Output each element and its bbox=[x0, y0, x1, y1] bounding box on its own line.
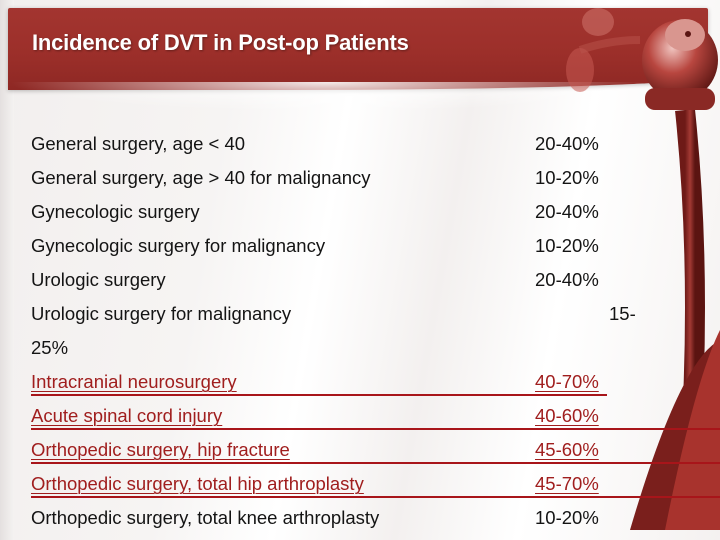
incidence-value: 10-20% bbox=[535, 235, 599, 256]
table-row: 25% bbox=[31, 331, 720, 365]
incidence-value: 10-20% bbox=[535, 507, 599, 528]
table-row-highlighted: Intracranial neurosurgery 40-70% bbox=[31, 365, 720, 399]
stethoscope-icon bbox=[566, 8, 720, 530]
table-row: Urologic surgery 20-40% bbox=[31, 263, 720, 297]
incidence-value: 15- bbox=[609, 303, 636, 324]
incidence-value: 20-40% bbox=[535, 201, 599, 222]
procedure-label: Urologic surgery for malignancy bbox=[31, 303, 292, 324]
incidence-value: 20-40% bbox=[535, 133, 599, 154]
table-row-highlighted: Orthopedic surgery, total hip arthroplas… bbox=[31, 467, 720, 501]
table-row: Orthopedic surgery, total knee arthropla… bbox=[31, 501, 720, 535]
procedure-label: Urologic surgery bbox=[31, 269, 166, 290]
incidence-value: 40-60% bbox=[535, 405, 599, 426]
procedure-label: 25% bbox=[31, 337, 69, 358]
procedure-label: Acute spinal cord injury bbox=[31, 405, 223, 426]
incidence-value: 10-20% bbox=[535, 167, 599, 188]
incidence-table: General surgery, age < 40 20-40% General… bbox=[31, 127, 720, 535]
incidence-value: 45-60% bbox=[535, 439, 599, 460]
slide-edge-shadow bbox=[0, 0, 14, 540]
incidence-value: 20-40% bbox=[535, 269, 599, 290]
incidence-value: 40-70% bbox=[535, 371, 599, 392]
procedure-label: Intracranial neurosurgery bbox=[31, 371, 237, 392]
procedure-label: Orthopedic surgery, total knee arthropla… bbox=[31, 507, 380, 528]
procedure-label: General surgery, age > 40 for malignancy bbox=[31, 167, 371, 188]
slide-title: Incidence of DVT in Post-op Patients bbox=[32, 30, 409, 55]
procedure-label: Gynecologic surgery for malignancy bbox=[31, 235, 326, 256]
incidence-value: 45-70% bbox=[535, 473, 599, 494]
table-row: General surgery, age > 40 for malignancy… bbox=[31, 161, 720, 195]
header-glow bbox=[8, 82, 648, 112]
table-row: Urologic surgery for malignancy 15- bbox=[31, 297, 720, 331]
table-row: Gynecologic surgery for malignancy 10-20… bbox=[31, 229, 720, 263]
procedure-label: Orthopedic surgery, total hip arthroplas… bbox=[31, 473, 364, 494]
table-row-highlighted: Acute spinal cord injury 40-60% bbox=[31, 399, 720, 433]
table-row-highlighted: Orthopedic surgery, hip fracture 45-60% bbox=[31, 433, 720, 467]
table-row: General surgery, age < 40 20-40% bbox=[31, 127, 720, 161]
procedure-label: Orthopedic surgery, hip fracture bbox=[31, 439, 290, 460]
procedure-label: General surgery, age < 40 bbox=[31, 133, 246, 154]
table-row: Gynecologic surgery 20-40% bbox=[31, 195, 720, 229]
procedure-label: Gynecologic surgery bbox=[31, 201, 200, 222]
